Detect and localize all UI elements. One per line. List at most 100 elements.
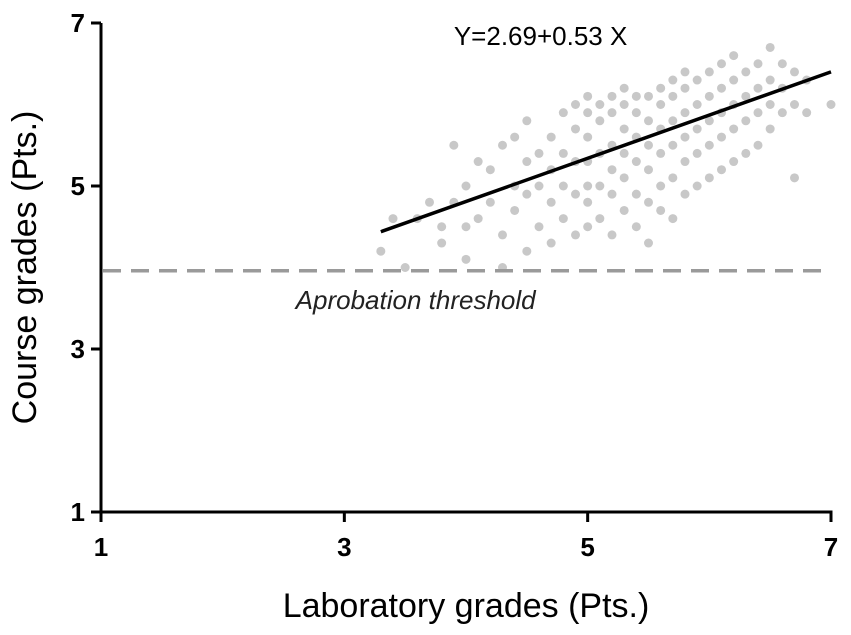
- data-point: [704, 116, 714, 126]
- data-point: [680, 108, 690, 118]
- data-point: [571, 100, 580, 109]
- data-point: [461, 222, 471, 232]
- data-point: [704, 67, 714, 77]
- axis-ticks: 1 3 5 7 1 3 5 7: [71, 8, 839, 562]
- data-point: [607, 108, 617, 118]
- data-point: [534, 181, 544, 191]
- data-point: [583, 132, 593, 142]
- data-point: [704, 173, 714, 183]
- data-point: [522, 116, 532, 126]
- data-point: [583, 108, 593, 118]
- data-point: [729, 157, 739, 167]
- data-point: [595, 116, 605, 126]
- data-point: [729, 75, 739, 85]
- data-point: [619, 124, 629, 134]
- data-point: [680, 132, 690, 142]
- x-tick-label: 3: [337, 532, 351, 562]
- data-point: [522, 157, 532, 167]
- data-point: [644, 165, 653, 175]
- data-point: [583, 222, 593, 232]
- data-point: [692, 100, 702, 109]
- data-point: [473, 214, 483, 224]
- data-point: [753, 59, 763, 69]
- data-point: [558, 108, 568, 118]
- data-point: [595, 214, 605, 224]
- data-point: [777, 59, 787, 69]
- data-point: [449, 140, 459, 150]
- data-point: [619, 100, 629, 109]
- data-point: [717, 165, 726, 175]
- data-point: [826, 100, 836, 109]
- data-point: [704, 140, 714, 150]
- data-point: [376, 246, 386, 256]
- data-point: [765, 42, 775, 52]
- data-point: [777, 108, 787, 118]
- data-point: [668, 140, 678, 150]
- data-point: [461, 181, 471, 191]
- data-point: [583, 181, 593, 191]
- x-tick-label: 5: [580, 532, 594, 562]
- data-point: [473, 157, 483, 167]
- data-point: [595, 181, 605, 191]
- data-point: [753, 108, 763, 118]
- data-point: [644, 116, 653, 126]
- data-point: [717, 83, 726, 93]
- data-point: [619, 148, 629, 158]
- y-tick-label: 5: [71, 171, 85, 201]
- data-point: [680, 157, 690, 167]
- data-point: [631, 91, 641, 101]
- data-point: [692, 181, 702, 191]
- data-point: [571, 230, 580, 240]
- data-point: [692, 75, 702, 85]
- data-point: [498, 140, 507, 150]
- data-point: [522, 189, 532, 199]
- data-point: [546, 238, 556, 248]
- data-point: [583, 91, 593, 101]
- data-point: [692, 148, 702, 158]
- data-point: [717, 132, 726, 142]
- data-point: [729, 124, 739, 134]
- data-point: [546, 132, 556, 142]
- data-point: [571, 189, 580, 199]
- data-point: [656, 100, 666, 109]
- data-point: [644, 140, 653, 150]
- data-point: [607, 230, 617, 240]
- data-point: [704, 91, 714, 101]
- data-point: [485, 165, 495, 175]
- data-point: [534, 148, 544, 158]
- data-point: [741, 148, 751, 158]
- threshold-label: Aprobation threshold: [294, 285, 537, 315]
- data-point: [644, 238, 653, 248]
- data-point: [461, 254, 471, 264]
- data-point: [437, 222, 447, 232]
- data-point: [790, 67, 799, 77]
- data-point: [510, 205, 520, 215]
- data-point: [680, 67, 690, 77]
- data-point: [534, 222, 544, 232]
- data-point: [583, 197, 593, 207]
- data-point: [668, 91, 678, 101]
- data-point: [753, 140, 763, 150]
- data-point: [400, 263, 410, 272]
- data-points: [376, 42, 836, 272]
- data-point: [631, 189, 641, 199]
- data-point: [802, 108, 812, 118]
- data-point: [668, 75, 678, 85]
- data-point: [741, 91, 751, 101]
- x-tick-label: 7: [824, 532, 838, 562]
- data-point: [790, 173, 799, 183]
- x-tick-label: 1: [94, 532, 108, 562]
- data-point: [558, 181, 568, 191]
- data-point: [765, 100, 775, 109]
- data-point: [668, 173, 678, 183]
- data-point: [595, 100, 605, 109]
- data-point: [631, 222, 641, 232]
- data-point: [558, 148, 568, 158]
- data-point: [498, 230, 507, 240]
- data-point: [619, 205, 629, 215]
- data-point: [485, 197, 495, 207]
- y-tick-label: 1: [71, 497, 85, 527]
- data-point: [558, 214, 568, 224]
- data-point: [765, 75, 775, 85]
- data-point: [425, 197, 434, 207]
